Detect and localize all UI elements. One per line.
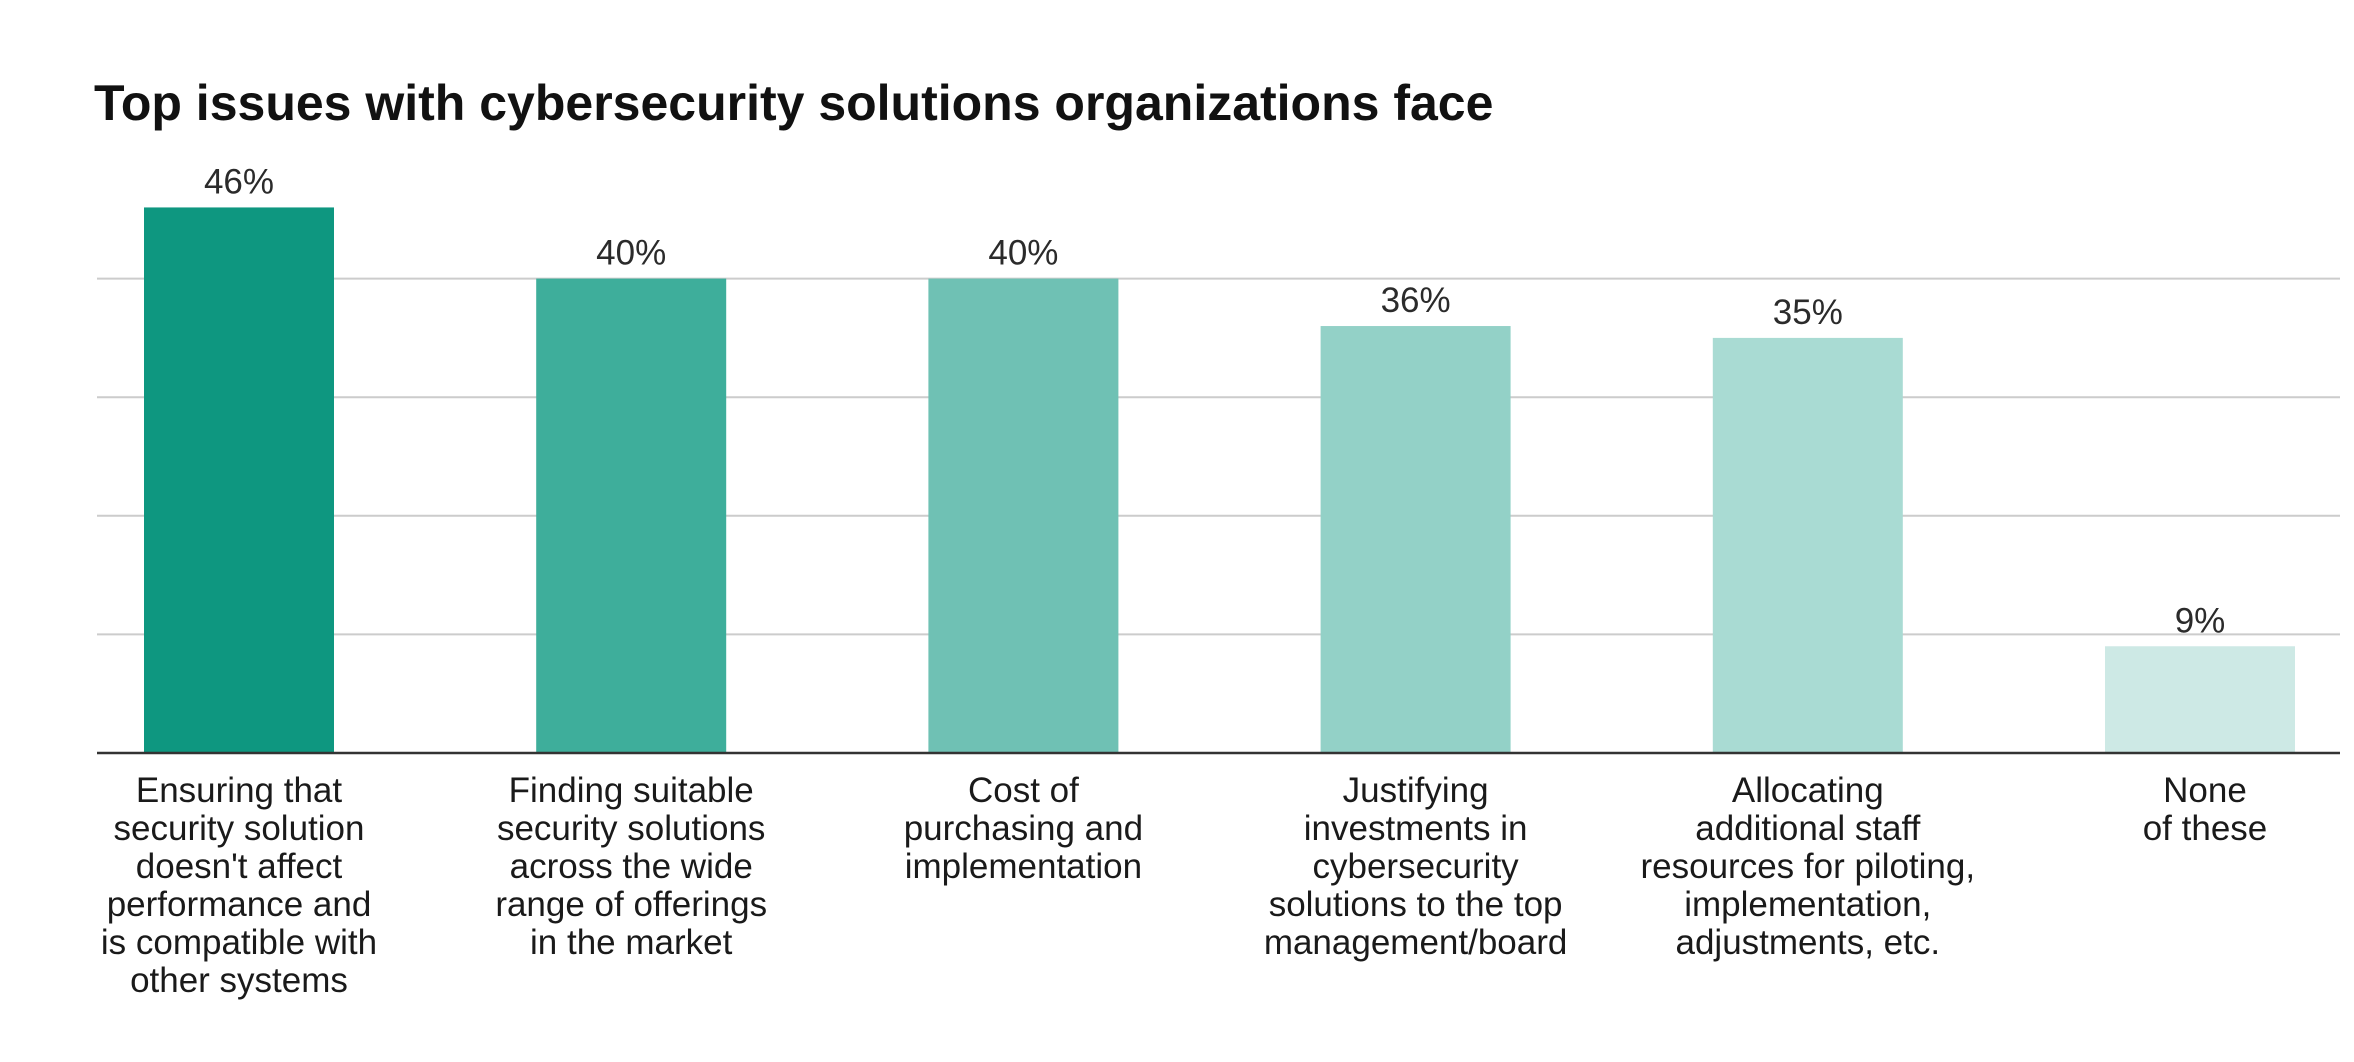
category-label: Justifying investments in cybersecurity sol… (1264, 771, 1568, 962)
bar (1320, 326, 1511, 753)
category-label: Finding suitable security solutions across… (495, 771, 767, 962)
category-label: None of these (2143, 771, 2268, 848)
value-labels: 46% 40% 40% 36% 35% 9% (204, 162, 2225, 640)
category-labels: Ensuring that security solution doesn't af… (101, 771, 2267, 1000)
data-label: 35% (1773, 293, 1843, 332)
bar (928, 278, 1119, 753)
data-label: 36% (1381, 281, 1451, 320)
bar (536, 278, 727, 753)
data-label: 40% (988, 234, 1058, 273)
bar (2105, 646, 2295, 753)
chart-title: Top issues with cybersecurity solutions … (94, 75, 1494, 131)
bar (1712, 337, 1903, 753)
bar (144, 207, 334, 753)
category-label: Allocating additional staff resources for … (1640, 771, 1975, 962)
gridlines (97, 277, 2340, 636)
data-label: 46% (204, 162, 274, 201)
category-label: Ensuring that security solution doesn't af… (101, 771, 377, 1000)
bars (144, 207, 2295, 753)
data-label: 40% (596, 234, 666, 273)
category-label: Cost of purchasing and implementation (904, 771, 1143, 886)
data-label: 9% (2175, 601, 2226, 640)
